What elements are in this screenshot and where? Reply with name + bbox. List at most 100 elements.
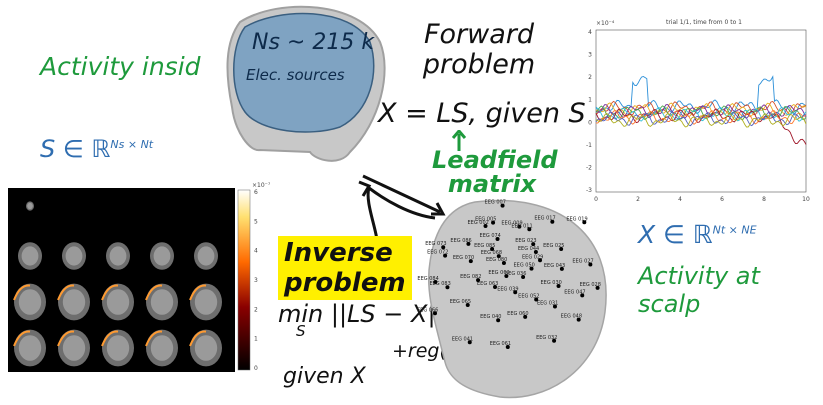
eeg-ytick: -3: [586, 187, 592, 194]
mri-slice: [101, 329, 134, 367]
electrode: EEG 085: [474, 243, 495, 251]
electrode: EEG 080: [486, 257, 507, 266]
mri-slice: [194, 242, 218, 270]
electrode-label: EEG 019: [566, 216, 587, 222]
electrode-label: EEG 072: [427, 250, 448, 256]
electrode: EEG 030: [541, 280, 562, 288]
electrode: EEG 005: [475, 217, 496, 225]
forward-inverse-arrows: [358, 174, 446, 241]
forward-line1: Forward: [423, 19, 535, 50]
electrode: EEG 044: [518, 246, 539, 254]
eeg-ytick: -1: [586, 142, 592, 149]
inverse-subscript: S: [296, 322, 306, 340]
eeg-ytick: 1: [588, 97, 592, 104]
electrode: EEG 074: [480, 233, 501, 242]
inverse-line1: Inverse: [284, 238, 393, 268]
mri-slice: [57, 329, 90, 367]
colorbar-tick: 6: [254, 189, 258, 196]
colorbar-tick: 5: [254, 218, 258, 225]
colorbar-tick: 4: [254, 248, 258, 255]
mri-slice: [13, 283, 46, 321]
colorbar-tick: 2: [254, 306, 258, 313]
electrode-label: EEG 050: [514, 263, 535, 269]
electrode-label: EEG 086: [450, 238, 471, 244]
forward-arrow-icon: [362, 174, 441, 214]
electrode-label: EEG 061: [490, 341, 511, 347]
electrode-label: EEG 028: [580, 282, 601, 288]
eeg-plot-exponent: ×10⁻⁴: [596, 20, 615, 27]
electrode: EEG 023: [515, 238, 537, 247]
electrode: EEG 007: [485, 200, 506, 208]
forward-line2: problem: [422, 49, 536, 80]
electrode: EEG 083: [429, 281, 451, 290]
activity-inside-label: Activity insid: [40, 52, 201, 81]
electrode: EEG 047: [564, 289, 586, 298]
brain-region: [233, 12, 375, 133]
electrode-label: EEG 040: [480, 314, 501, 320]
electrode: EEG 017: [534, 216, 556, 224]
scalp-space-math: X ∈ ℝNt × NE: [638, 220, 757, 249]
electrode-label: EEG 047: [564, 289, 585, 295]
electrode: EEG 084: [417, 276, 439, 284]
mri-slice: [57, 283, 90, 321]
eeg-trace: [595, 112, 807, 128]
mri-slice: [26, 201, 34, 211]
electrode-label: EEG 011: [511, 223, 532, 229]
eeg-xtick: 8: [762, 196, 766, 203]
leadfield-line2: matrix: [447, 170, 537, 198]
electrode-label: EEG 039: [497, 286, 518, 292]
colorbar-tick: 0: [254, 365, 258, 372]
electrode-label: EEG 085: [474, 243, 495, 249]
electrode: EEG 065: [450, 299, 471, 308]
electrode: EEG 025: [543, 243, 564, 251]
electrode-label: EEG 025: [543, 243, 564, 249]
sources-label: Elec. sources: [246, 66, 345, 84]
given-x-label: given X: [283, 364, 366, 389]
electrode-label: EEG 030: [541, 280, 562, 286]
mri-montage: [8, 188, 235, 372]
electrode: EEG 036: [505, 271, 526, 280]
electrode-label: EEG 062: [488, 270, 509, 276]
scalp-math-sup: Nt × NE: [712, 223, 757, 237]
mri-slice: [101, 283, 134, 321]
scalp-math-base: X ∈ ℝ: [638, 220, 713, 249]
electrode-label: EEG 082: [460, 274, 481, 280]
leadfield-line1: Leadfield: [432, 146, 558, 174]
electrode-label: EEG 068: [481, 250, 502, 256]
eeg-plot-title: trial 1/1, time from 0 to 1: [666, 19, 742, 26]
electrode: EEG 031: [537, 301, 558, 309]
mri-slice: [189, 283, 222, 321]
mri-slice: [18, 242, 42, 270]
electrode-label: EEG 032: [536, 335, 557, 341]
eeg-ytick: 4: [588, 29, 592, 36]
colorbar: ×10⁻⁷ 6 5 4 3 2 1 0: [237, 182, 271, 372]
source-math-base: S ∈ ℝ: [40, 135, 111, 163]
colorbar-tick: 3: [254, 277, 258, 284]
electrode: EEG 039: [497, 286, 519, 295]
electrode: EEG 062: [488, 270, 510, 279]
electrode: EEG 060: [507, 311, 529, 319]
electrode: EEG 009: [501, 221, 523, 229]
electrode: EEG 043: [544, 263, 565, 271]
eeg-xtick: 2: [636, 196, 640, 203]
eeg-xtick: 10: [802, 196, 810, 203]
source-math-sup: Ns × Nt: [110, 138, 154, 151]
source-count-label: Ns ~ 215 k: [252, 30, 375, 55]
electrode-label: EEG 002: [468, 220, 489, 226]
electrode: EEG 027: [572, 258, 594, 267]
eeg-trace: [595, 108, 807, 145]
electrode-label: EEG 009: [501, 221, 522, 227]
forward-equation: X = LS, given S: [378, 98, 586, 129]
electrode: EEG 028: [580, 282, 601, 290]
eeg-ytick: -2: [586, 164, 592, 171]
electrode-label: EEG 048: [561, 314, 582, 320]
electrode-label: EEG 065: [450, 299, 471, 305]
electrode-label: EEG 029: [522, 254, 543, 260]
electrode-label: EEG 070: [453, 255, 474, 261]
electrode-label: EEG 063: [477, 281, 498, 287]
forward-problem-title: Forward problem: [404, 20, 554, 80]
eeg-xtick: 4: [678, 196, 682, 203]
eeg-trace: [595, 105, 807, 121]
eeg-trace: [595, 111, 807, 127]
mri-slice: [13, 329, 46, 367]
